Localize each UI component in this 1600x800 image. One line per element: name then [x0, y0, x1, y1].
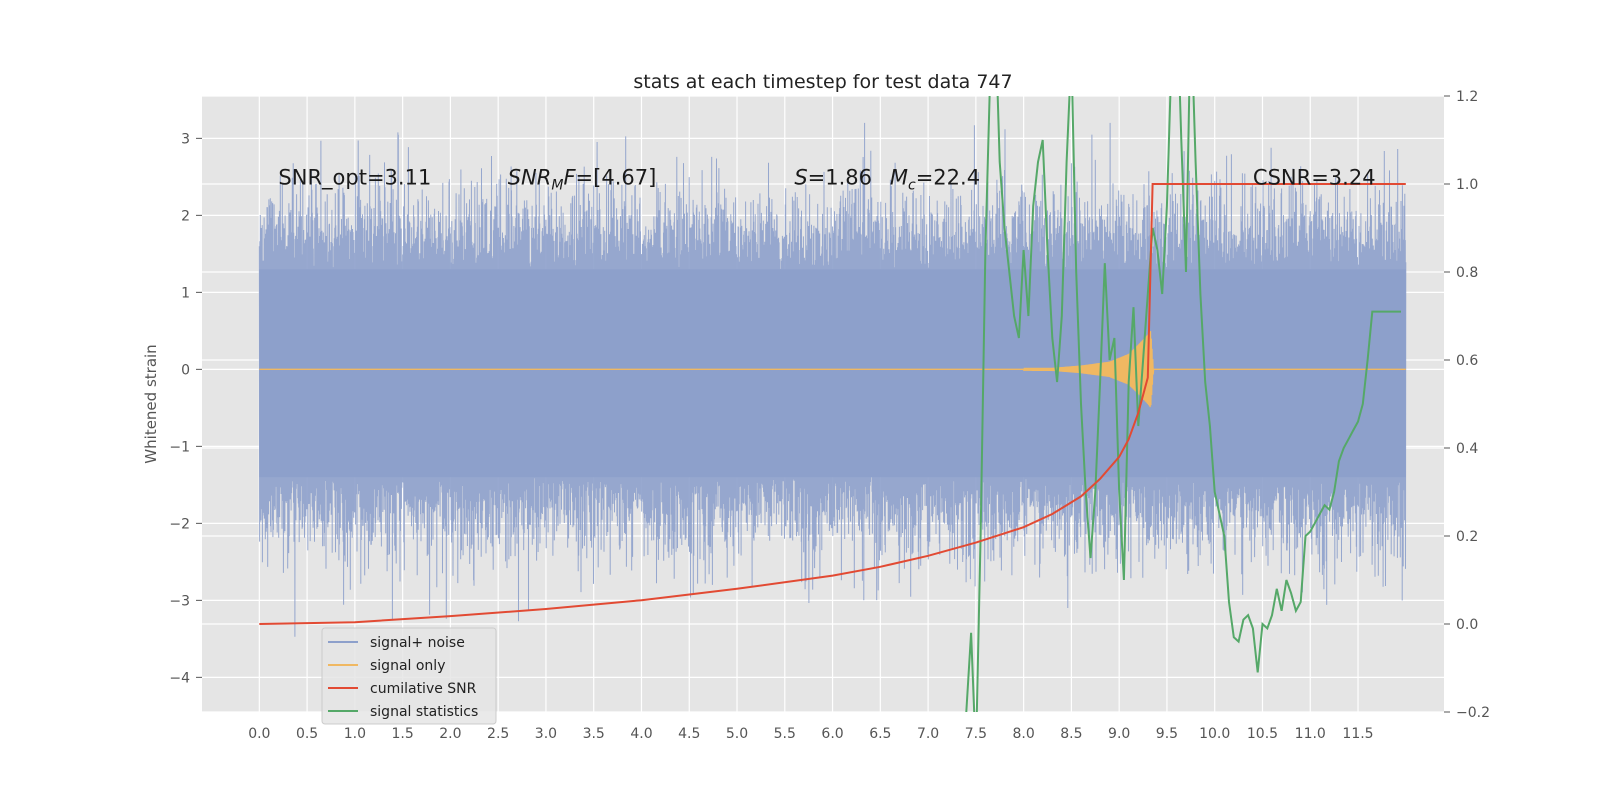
y-tick-label: 0: [181, 362, 190, 378]
x-tick-label: 2.5: [487, 726, 509, 742]
y-axis-left: −4 −3 −2 −1 0 1 2 3: [169, 131, 202, 686]
x-tick-label: 3.0: [535, 726, 557, 742]
y-tick-label: 2: [181, 208, 190, 224]
annotation-text: S=1.86: [794, 166, 872, 190]
x-axis: 0.0 0.5 1.0 1.5 2.0 2.5 3.0 3.5 4.0 4.5 5.0 5.5 6.0 6…: [248, 726, 1373, 742]
x-tick-label: 1.5: [391, 726, 413, 742]
y2-tick-label: 1.0: [1456, 177, 1478, 193]
x-tick-label: 0.5: [296, 726, 318, 742]
legend-label: signal statistics: [370, 704, 478, 720]
legend-label: signal+ noise: [370, 635, 465, 651]
x-tick-label: 1.0: [344, 726, 366, 742]
x-tick-label: 6.5: [869, 726, 891, 742]
x-tick-label: 10.5: [1247, 726, 1278, 742]
x-tick-label: 2.0: [439, 726, 461, 742]
annotation-text: Mc=22.4: [890, 166, 980, 194]
x-tick-label: 7.0: [917, 726, 939, 742]
annotation-text: SNR_opt=3.11: [278, 166, 431, 191]
series-signal-only: [259, 331, 1406, 408]
y2-tick-label: 0.8: [1456, 265, 1478, 281]
series-signal-noise-body: [259, 269, 1406, 478]
y-tick-label: −3: [169, 593, 190, 609]
series-cumulative-snr: [259, 183, 1406, 625]
chart-title: stats at each timestep for test data 747: [633, 71, 1012, 93]
y-tick-label: 3: [181, 131, 190, 147]
x-tick-label: 4.5: [678, 726, 700, 742]
y-tick-label: −2: [169, 516, 190, 532]
x-tick-label: 10.0: [1199, 726, 1230, 742]
annotation-text: SNRMF=[4.67]: [508, 166, 657, 194]
legend-label: cumilative SNR: [370, 681, 477, 697]
x-tick-label: 5.0: [726, 726, 748, 742]
x-tick-label: 11.5: [1342, 726, 1373, 742]
y2-tick-label: 0.0: [1456, 617, 1478, 633]
y2-tick-label: 0.2: [1456, 529, 1478, 545]
x-tick-label: 5.5: [774, 726, 796, 742]
series-layer: [258, 96, 1407, 712]
legend-box: [321, 627, 497, 725]
x-tick-label: 9.0: [1108, 726, 1130, 742]
y-axis-right: −0.2 0.0 0.2 0.4 0.6 0.8 1.0 1.2: [1444, 89, 1490, 721]
x-tick-label: 8.0: [1012, 726, 1034, 742]
series-signal-statistics: [965, 96, 1401, 712]
y2-tick-label: 0.4: [1456, 441, 1478, 457]
x-tick-label: 11.0: [1295, 726, 1326, 742]
x-tick-label: 6.0: [821, 726, 843, 742]
y2-tick-label: 0.6: [1456, 353, 1478, 369]
x-tick-label: 4.0: [630, 726, 652, 742]
series-signal-noise: [258, 122, 1407, 637]
y-axis-label: Whitened strain: [142, 344, 160, 463]
legend: signal+ noise signal only cumilative SNR si…: [321, 627, 497, 725]
x-tick-label: 8.5: [1060, 726, 1082, 742]
annotation-text: CSNR=3.24: [1253, 166, 1376, 190]
x-tick-label: 9.5: [1156, 726, 1178, 742]
y-tick-label: 1: [181, 285, 190, 301]
x-tick-label: 0.0: [248, 726, 270, 742]
x-tick-label: 3.5: [583, 726, 605, 742]
y2-tick-label: −0.2: [1456, 705, 1490, 721]
annotations: SNR_opt=3.11 SNRMF=[4.67] S=1.86 Mc=22.4 CSN…: [278, 166, 1375, 194]
legend-label: signal only: [370, 658, 445, 674]
y2-tick-label: 1.2: [1456, 89, 1478, 105]
y-tick-label: −1: [169, 439, 190, 455]
y-tick-label: −4: [169, 670, 190, 686]
x-tick-label: 7.5: [965, 726, 987, 742]
